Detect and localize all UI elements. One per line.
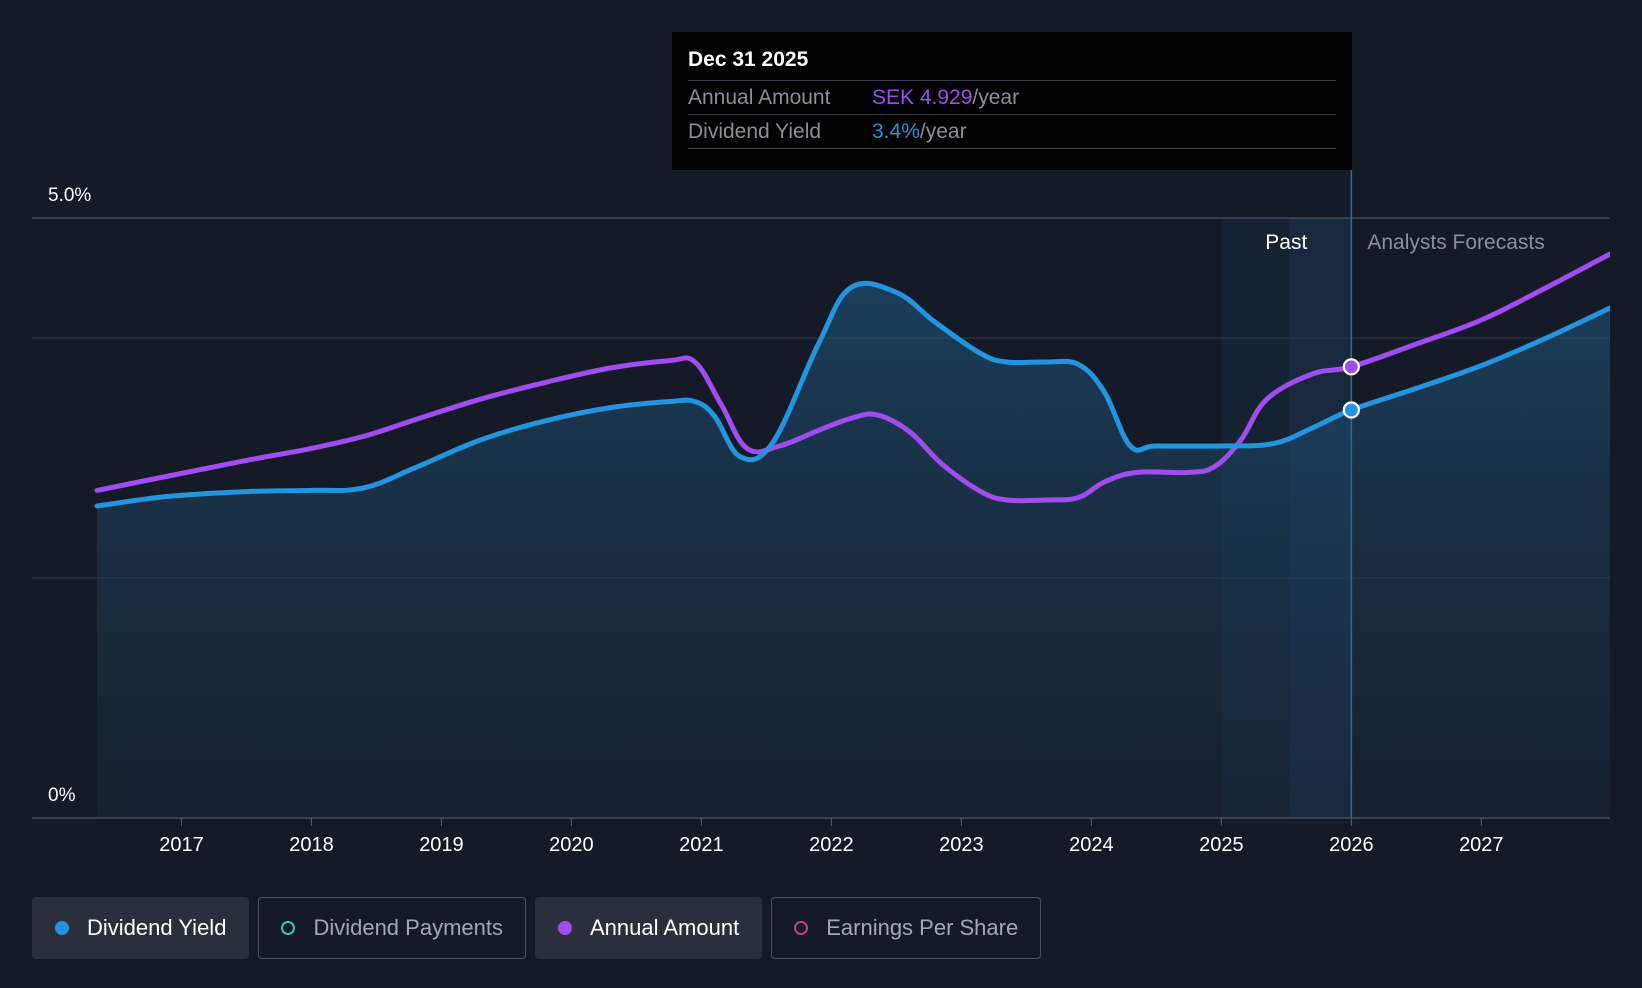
tooltip-row-annual-amount: Annual Amount SEK 4.929 /year: [688, 80, 1336, 114]
past-label: Past: [1265, 231, 1307, 254]
x-tick-label: 2020: [549, 834, 594, 856]
x-tick-label: 2018: [289, 834, 334, 856]
y-tick-label-min: 0%: [48, 785, 76, 806]
x-tick-label: 2026: [1329, 834, 1374, 856]
x-tick-label: 2021: [679, 834, 724, 856]
x-tick-label: 2023: [939, 834, 984, 856]
legend-dividend-yield[interactable]: Dividend Yield: [32, 897, 250, 959]
x-tick-label: 2027: [1459, 834, 1504, 856]
dividend-yield-line: [94, 280, 1610, 509]
x-tick-labels: 2017 2018 2019 2020 2021 2022 2023 2024 2025 2026…: [159, 818, 1504, 856]
legend-dividend-payments[interactable]: Dividend Payments: [258, 897, 526, 959]
legend: Dividend Yield Dividend Payments Annual …: [32, 897, 1042, 959]
legend-earnings-per-share[interactable]: Earnings Per Share: [771, 897, 1042, 959]
tooltip-date: Dec 31 2025: [688, 48, 809, 71]
legend-label: Dividend Payments: [313, 915, 503, 940]
hollow-dot-icon: [281, 921, 296, 935]
tooltip-unit: /year: [972, 86, 1020, 109]
legend-label: Dividend Yield: [87, 915, 227, 940]
tooltip-value: 3.4%: [872, 120, 920, 143]
tooltip: Dec 31 2025 Annual Amount SEK 4.929 /yea…: [672, 32, 1352, 170]
tooltip-row-dividend-yield: Dividend Yield 3.4% /year: [688, 114, 1336, 149]
x-tick-label: 2017: [159, 834, 204, 856]
y-tick-label-max: 5.0%: [48, 185, 91, 206]
dividend-yield-marker: [1342, 401, 1360, 419]
tooltip-label: Dividend Yield: [688, 120, 822, 143]
legend-annual-amount[interactable]: Annual Amount: [534, 897, 763, 959]
filled-dot-icon: [557, 921, 572, 935]
tooltip-value: SEK 4.929: [872, 86, 973, 109]
annual-amount-line: [94, 251, 1610, 504]
x-tick-label: 2024: [1069, 834, 1114, 856]
tooltip-unit: /year: [919, 120, 967, 143]
forecast-label: Analysts Forecasts: [1367, 231, 1544, 254]
filled-dot-icon: [55, 921, 69, 935]
tooltip-label: Annual Amount: [688, 86, 831, 109]
x-tick-label: 2025: [1199, 834, 1244, 856]
x-tick-label: 2022: [809, 834, 854, 856]
legend-label: Earnings Per Share: [826, 915, 1019, 940]
hollow-dot-icon: [794, 921, 809, 935]
dividend-yield-area: [96, 283, 1610, 818]
annual-amount-marker: [1342, 358, 1360, 376]
x-tick-label: 2019: [419, 834, 464, 856]
legend-label: Annual Amount: [589, 915, 740, 940]
